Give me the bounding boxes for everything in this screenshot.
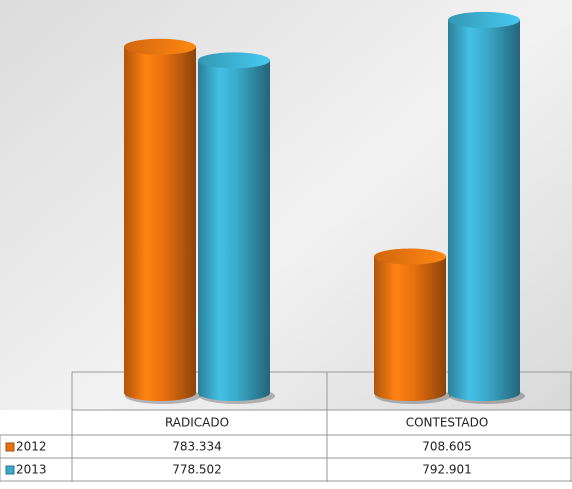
- cylinder-base: [198, 385, 270, 401]
- cylinder-body: [448, 19, 520, 393]
- legend-label: 2012: [16, 440, 47, 454]
- cylinder-base: [124, 385, 196, 401]
- table-value: 792.901: [422, 463, 472, 477]
- cylinder-top: [448, 11, 520, 28]
- cylinder-body: [374, 256, 446, 393]
- legend-swatch: [5, 465, 15, 475]
- cylinder-top: [198, 52, 270, 69]
- legend-label: 2013: [16, 463, 47, 477]
- cylinder-base: [448, 385, 520, 401]
- category-label: CONTESTADO: [406, 416, 489, 430]
- cylinder-top: [374, 248, 446, 265]
- cylinder-top: [124, 38, 196, 55]
- category-label: RADICADO: [165, 416, 229, 430]
- table-value: 783.334: [172, 440, 222, 454]
- cylinder-body: [124, 46, 196, 393]
- table-background: [0, 410, 572, 489]
- table-value: 708.605: [422, 440, 472, 454]
- table-value: 778.502: [172, 463, 222, 477]
- cylinder-body: [198, 60, 270, 393]
- cylinder-base: [374, 385, 446, 401]
- legend-swatch: [5, 442, 15, 452]
